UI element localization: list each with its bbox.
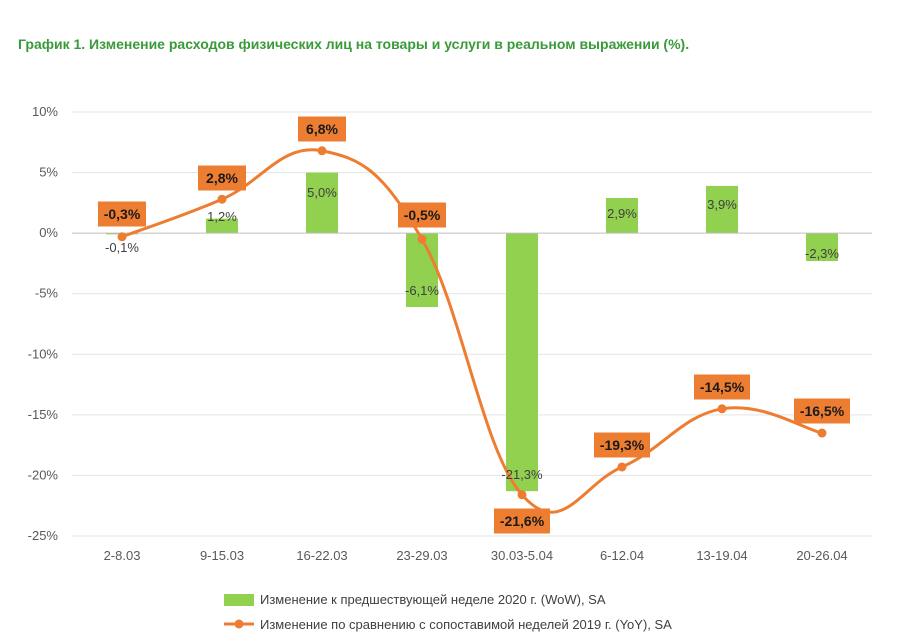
bar-wow <box>606 198 638 234</box>
bar-wow <box>706 185 738 234</box>
yoy-label-box <box>694 374 750 400</box>
yoy-data-label: 6,8% <box>306 121 338 137</box>
yoy-series-line <box>121 148 823 514</box>
legend-label-yoy: Изменение по сравнению с сопоставимой не… <box>260 617 672 632</box>
y-tick-label: 5% <box>39 165 58 180</box>
yoy-point <box>217 194 227 204</box>
y-tick-label: 0% <box>39 225 58 240</box>
y-tick-label: -25% <box>28 528 59 543</box>
y-tick-label: -10% <box>28 346 59 361</box>
yoy-point <box>317 146 327 156</box>
yoy-point <box>517 490 527 500</box>
yoy-data-label: -0,5% <box>404 207 441 223</box>
yoy-data-label: -21,6% <box>500 513 545 529</box>
x-tick-label: 23-29.03 <box>396 548 447 563</box>
x-tick-label: 20-26.04 <box>796 548 847 563</box>
yoy-point <box>717 404 727 414</box>
legend-marker-yoy <box>234 619 244 629</box>
bar-wow <box>806 233 838 262</box>
yoy-label-box <box>298 116 346 142</box>
yoy-point <box>417 234 427 244</box>
bar-data-label: 2,9% <box>607 206 637 221</box>
bar-data-label: 3,9% <box>707 197 737 212</box>
legend-swatch-wow <box>224 594 254 606</box>
bar-data-label: -0,1% <box>105 240 139 255</box>
bar-wow <box>206 218 238 234</box>
x-tick-label: 13-19.04 <box>696 548 747 563</box>
yoy-point <box>817 428 827 438</box>
yoy-label-box <box>494 508 550 534</box>
x-tick-label: 2-8.03 <box>104 548 141 563</box>
yoy-data-label: -19,3% <box>600 437 645 453</box>
yoy-label-box <box>198 165 246 191</box>
x-tick-label: 9-15.03 <box>200 548 244 563</box>
x-tick-label: 6-12.04 <box>600 548 644 563</box>
yoy-label-box <box>98 201 146 227</box>
bar-data-label: 1,2% <box>207 209 237 224</box>
y-tick-label: -5% <box>35 286 59 301</box>
yoy-label-box <box>594 432 650 458</box>
bar-wow <box>406 233 438 308</box>
chart-title: График 1. Изменение расходов физических … <box>18 36 690 52</box>
yoy-data-label: -0,3% <box>104 206 141 222</box>
y-tick-label: 10% <box>32 104 58 119</box>
bar-wow <box>306 172 338 234</box>
yoy-data-label: -16,5% <box>800 403 845 419</box>
yoy-point <box>117 232 127 242</box>
yoy-label-box <box>794 398 850 424</box>
bar-wow <box>506 233 538 492</box>
bar-data-label: -6,1% <box>405 283 439 298</box>
legend-label-wow: Изменение к предшествующей неделе 2020 г… <box>260 592 606 607</box>
y-tick-label: -20% <box>28 467 59 482</box>
yoy-data-label: -14,5% <box>700 379 745 395</box>
x-tick-label: 30.03-5.04 <box>491 548 553 563</box>
yoy-point <box>617 462 627 472</box>
yoy-label-box <box>398 202 446 228</box>
bar-data-label: -21,3% <box>501 467 543 482</box>
bar-data-label: -2,3% <box>805 246 839 261</box>
bar-data-label: 5,0% <box>307 185 337 200</box>
y-tick-label: -15% <box>28 407 59 422</box>
x-tick-label: 16-22.03 <box>296 548 347 563</box>
yoy-data-label: 2,8% <box>206 170 238 186</box>
